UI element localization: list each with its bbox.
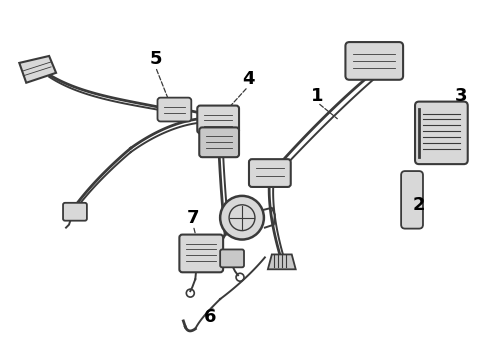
- FancyBboxPatch shape: [63, 203, 87, 221]
- Text: 7: 7: [187, 209, 199, 227]
- FancyBboxPatch shape: [157, 98, 191, 121]
- Text: 4: 4: [242, 70, 254, 88]
- Circle shape: [220, 196, 264, 239]
- Text: 3: 3: [455, 87, 467, 105]
- FancyBboxPatch shape: [199, 127, 239, 157]
- FancyBboxPatch shape: [220, 249, 244, 267]
- Polygon shape: [19, 56, 56, 83]
- FancyBboxPatch shape: [197, 105, 239, 133]
- Text: 5: 5: [149, 50, 162, 68]
- FancyBboxPatch shape: [179, 235, 223, 272]
- Text: 6: 6: [204, 308, 217, 326]
- Polygon shape: [268, 255, 295, 269]
- FancyBboxPatch shape: [345, 42, 403, 80]
- Text: 2: 2: [413, 196, 425, 214]
- FancyBboxPatch shape: [249, 159, 291, 187]
- Text: 1: 1: [311, 87, 324, 105]
- FancyBboxPatch shape: [401, 171, 423, 229]
- FancyBboxPatch shape: [415, 102, 468, 164]
